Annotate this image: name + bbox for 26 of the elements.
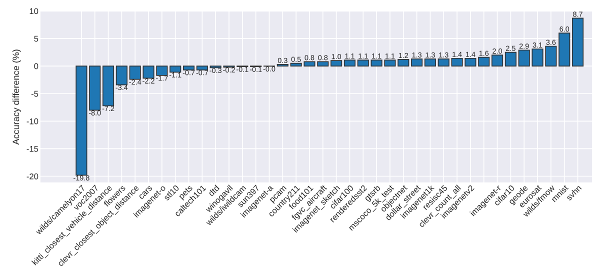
bar [330,60,342,67]
bar [492,54,504,67]
bar [196,66,208,70]
bar [89,66,101,111]
bar [558,32,570,67]
bar [411,58,423,67]
y-tick-label: -15 [26,146,38,152]
bar [424,58,436,67]
bar [438,58,450,67]
y-tick-label: -5 [31,90,38,97]
bar [572,18,584,67]
y-axis-title: Accuracy difference (%) [12,50,21,145]
y-tick-label: 10 [30,8,38,14]
bar [116,66,128,86]
y-tick-label: -20 [26,173,38,180]
bar [102,66,114,106]
bar [182,66,195,70]
bar [76,66,88,176]
bar [504,52,516,67]
bar [344,60,356,67]
bar [357,60,369,67]
bar [170,66,182,73]
bar [478,56,490,67]
y-tick-label: 5 [34,36,38,42]
y-tick-label: -10 [26,118,38,124]
y-tick-label: 0 [34,63,38,70]
